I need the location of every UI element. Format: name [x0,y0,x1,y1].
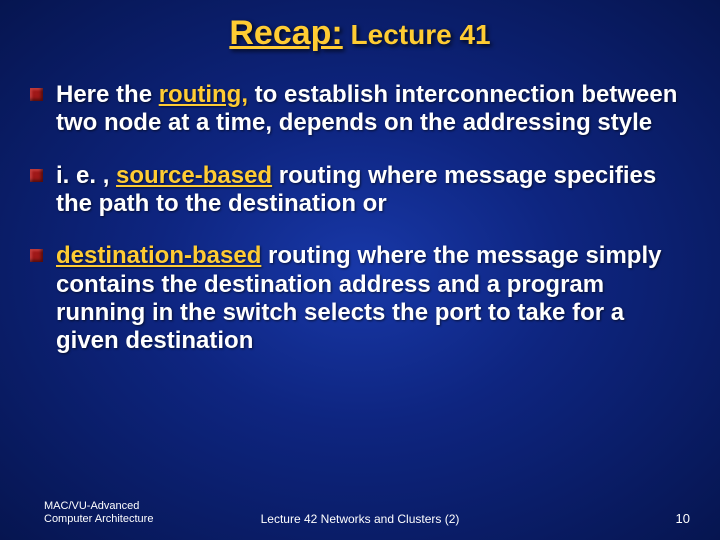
list-item: Here the routing, to establish interconn… [30,81,690,138]
footer-left-line2: Computer Architecture [44,513,153,526]
bullet-highlight: destination-based [56,242,261,269]
bullet-text: i. e. , [56,162,116,189]
footer-left-line1: MAC/VU-Advanced [44,500,153,513]
footer-center: Lecture 42 Networks and Clusters (2) [261,512,460,526]
slide-title: Recap: Lecture 41 [30,14,690,53]
list-item: i. e. , source-based routing where messa… [30,162,690,219]
list-item: destination-based routing where the mess… [30,242,690,355]
bullet-text: Here the [56,81,159,108]
title-suffix: Lecture 41 [343,19,491,50]
slide-footer: MAC/VU-Advanced Computer Architecture Le… [0,500,720,526]
slide: Recap: Lecture 41 Here the routing, to e… [0,0,720,540]
footer-page-number: 10 [676,511,690,526]
bullet-highlight: source-based [116,162,272,189]
bullet-list: Here the routing, to establish interconn… [30,81,690,356]
title-prefix: Recap: [229,14,342,52]
footer-left: MAC/VU-Advanced Computer Architecture [44,500,153,526]
bullet-highlight: routing, [159,81,248,108]
